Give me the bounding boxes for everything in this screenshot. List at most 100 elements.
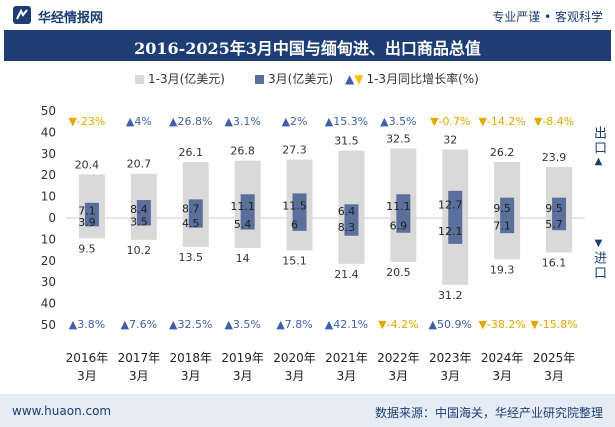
import-growth-label: ▲42.1%: [325, 318, 368, 331]
y-tick-label: 50: [41, 104, 56, 118]
x-tick-label: 2025年: [533, 351, 576, 365]
legend: 1-3月(亿美元) 3月(亿美元) ▲▼ 1-3月同比增长率(%): [0, 70, 615, 88]
x-tick-label: 2016年: [66, 351, 109, 365]
import-total-label: 20.5: [386, 266, 411, 279]
chart-title: 2016-2025年3月中国与缅甸进、出口商品总值: [134, 39, 481, 58]
import-march-label: 8.3: [338, 221, 356, 234]
triangle-up-icon: ▲: [345, 72, 355, 86]
import-march-label: 5.4: [234, 218, 252, 231]
export-march-bar: [136, 200, 151, 218]
export-total-label: 26.8: [230, 145, 255, 158]
import-growth-label: ▲7.8%: [276, 318, 312, 331]
import-total-label: 14: [236, 252, 250, 265]
export-growth-label: ▲3.5%: [380, 115, 416, 128]
export-total-label: 20.7: [127, 158, 152, 171]
x-tick-label: 3月: [440, 369, 460, 383]
export-side-label: 出口▲: [589, 126, 608, 169]
import-total-label: 10.2: [127, 244, 152, 257]
slogan: 专业严谨 • 客观科学: [492, 10, 603, 24]
export-growth-label: ▲15.3%: [325, 115, 368, 128]
import-side-label: ▼进口: [589, 238, 608, 281]
import-march-bar: [188, 218, 203, 228]
import-march-bar: [396, 218, 411, 233]
export-growth-label: ▲2%: [282, 115, 308, 128]
y-tick-label: 0: [48, 211, 56, 225]
export-total-label: 32.5: [386, 132, 411, 145]
import-growth-label: ▼-15.8%: [530, 318, 577, 331]
export-growth-label: ▼-0.7%: [430, 115, 470, 128]
top-bar: 华经情报网 专业严谨 • 客观科学: [0, 0, 615, 30]
export-growth-label: ▼-23%: [69, 115, 106, 128]
x-tick-label: 2024年: [481, 351, 524, 365]
legend-item-march: 3月(亿美元): [255, 70, 333, 87]
import-march-bar: [240, 218, 255, 230]
export-march-label: 9.5: [545, 202, 563, 215]
export-growth-label: ▲3.1%: [224, 115, 260, 128]
export-march-label: 11.1: [386, 200, 411, 213]
import-march-label: 6: [291, 218, 298, 231]
export-total-label: 26.2: [490, 146, 515, 159]
import-growth-label: ▲7.6%: [121, 318, 157, 331]
import-total-label: 9.5: [78, 242, 96, 255]
triangle-down-icon: ▼: [593, 238, 604, 251]
import-growth-label: ▲3.8%: [69, 318, 105, 331]
import-march-bar: [448, 218, 463, 244]
export-march-bar: [448, 190, 463, 218]
export-march-bar: [292, 193, 307, 218]
import-march-bar: [292, 218, 307, 231]
y-tick-label: 50: [41, 318, 56, 332]
brand-name: 华经情报网: [38, 11, 104, 26]
x-tick-label: 3月: [181, 369, 201, 383]
export-march-bar: [344, 204, 359, 218]
import-march-label: 3.9: [78, 216, 96, 229]
import-total-label: 13.5: [179, 251, 204, 264]
export-march-bar: [240, 194, 255, 218]
import-total-label: 31.2: [438, 289, 463, 302]
data-source: 数据来源：中国海关，华经产业研究院整理: [374, 406, 603, 420]
legend-label-growth: 1-3月同比增长率(%): [366, 72, 479, 86]
import-march-bar: [500, 218, 515, 234]
export-march-label: 11.5: [282, 200, 307, 213]
export-march-label: 9.5: [493, 202, 511, 215]
export-total-label: 23.9: [542, 151, 567, 164]
y-tick-label: 40: [41, 125, 56, 139]
export-march-label: 7.1: [78, 204, 96, 217]
x-tick-label: 3月: [337, 369, 357, 383]
export-side-text: 出口: [591, 126, 606, 156]
legend-swatch-total: [135, 75, 144, 84]
x-tick-label: 2017年: [118, 351, 161, 365]
y-tick-label: 40: [41, 297, 56, 311]
import-march-bar: [344, 218, 359, 236]
export-total-label: 32: [443, 134, 457, 147]
export-total-label: 26.1: [179, 146, 204, 159]
x-tick-label: 2023年: [429, 351, 472, 365]
website-link[interactable]: www.huaon.com: [12, 404, 112, 418]
legend-label-march: 3月(亿美元): [268, 72, 333, 86]
x-tick-label: 3月: [129, 369, 149, 383]
x-tick-label: 2018年: [169, 351, 212, 365]
legend-item-total: 1-3月(亿美元): [135, 70, 225, 87]
triangle-down-icon: ▼: [354, 72, 364, 86]
import-march-bar: [552, 218, 567, 231]
title-bar: 2016-2025年3月中国与缅甸进、出口商品总值: [4, 30, 611, 61]
export-march-label: 6.4: [338, 205, 356, 218]
import-march-label: 4.5: [182, 217, 200, 230]
export-growth-label: ▲4%: [126, 115, 152, 128]
export-march-label: 11.1: [230, 200, 255, 213]
export-growth-label: ▼-14.2%: [478, 115, 525, 128]
export-total-label: 27.3: [282, 144, 307, 157]
x-tick-label: 3月: [492, 369, 512, 383]
import-march-bar: [136, 218, 151, 226]
huajing-logo-icon: [13, 6, 31, 24]
y-tick-label: 10: [41, 232, 56, 246]
x-tick-label: 3月: [285, 369, 305, 383]
x-tick-label: 2021年: [325, 351, 368, 365]
y-tick-label: 10: [41, 190, 56, 204]
triangle-up-icon: ▲: [593, 156, 604, 169]
x-tick-label: 2020年: [273, 351, 316, 365]
import-march-label: 12.1: [438, 225, 463, 238]
y-tick-label: 20: [41, 254, 56, 268]
legend-swatch-march: [255, 75, 264, 84]
